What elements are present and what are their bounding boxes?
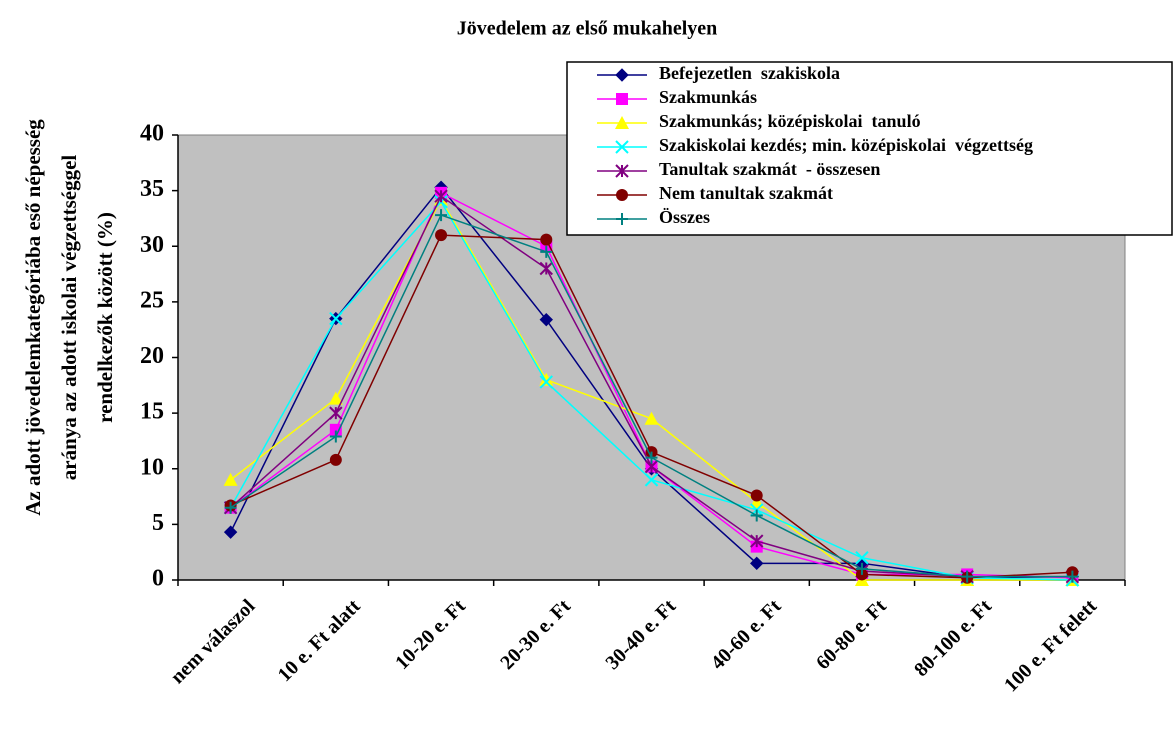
x-tick-label: nem válaszol bbox=[166, 595, 259, 688]
marker bbox=[540, 233, 553, 246]
marker bbox=[539, 375, 553, 389]
y-axis-title: aránya az adott iskolai végzettséggel bbox=[57, 155, 81, 481]
legend-marker bbox=[615, 164, 629, 178]
marker bbox=[329, 453, 342, 466]
marker bbox=[329, 311, 343, 326]
y-tick-label: 25 bbox=[140, 287, 164, 313]
marker bbox=[329, 406, 343, 420]
marker bbox=[539, 372, 554, 386]
marker bbox=[223, 472, 238, 486]
legend bbox=[566, 61, 1173, 236]
marker bbox=[539, 261, 553, 276]
marker bbox=[749, 495, 764, 509]
legend-marker bbox=[615, 116, 629, 129]
marker bbox=[855, 551, 869, 565]
legend-label: Nem tanultak szakmát bbox=[659, 183, 833, 203]
marker bbox=[434, 189, 448, 203]
legend-marker bbox=[615, 140, 629, 154]
marker bbox=[750, 534, 764, 548]
marker bbox=[540, 245, 553, 258]
legend-label: Szakiskolai kezdés; min. középiskolai vé… bbox=[659, 135, 1033, 155]
marker bbox=[750, 489, 763, 502]
x-tick-label: 40-60 e. Ft bbox=[707, 595, 786, 674]
marker bbox=[961, 570, 974, 583]
y-tick-label: 20 bbox=[140, 343, 164, 369]
marker bbox=[435, 209, 448, 222]
legend-marker bbox=[616, 189, 628, 201]
legend-marker bbox=[616, 93, 628, 105]
legend-label: Tanultak szakmát - összesen bbox=[659, 159, 880, 179]
marker bbox=[1066, 570, 1079, 583]
marker bbox=[855, 562, 868, 575]
legend-label: Összes bbox=[659, 207, 710, 227]
marker bbox=[645, 451, 658, 464]
chart-title: Jövedelem az első mukahelyen bbox=[457, 18, 718, 40]
marker bbox=[750, 556, 764, 571]
legend-marker bbox=[615, 68, 629, 82]
y-tick-label: 0 bbox=[152, 566, 164, 592]
x-tick-label: 20-30 e. Ft bbox=[496, 595, 575, 674]
legend-label: Befejezetlen szakiskola bbox=[659, 63, 840, 83]
marker bbox=[435, 229, 448, 242]
marker bbox=[223, 525, 238, 539]
y-tick-label: 15 bbox=[140, 399, 164, 425]
legend-label: Szakmunkás bbox=[659, 87, 757, 107]
y-axis-title: rendelkezők között (%) bbox=[93, 212, 117, 423]
legend-marker bbox=[616, 213, 628, 225]
y-tick-label: 40 bbox=[140, 121, 164, 147]
y-axis-title: Az adott jövedelemkategóriába eső népess… bbox=[21, 119, 45, 516]
marker bbox=[328, 391, 343, 405]
y-tick-label: 35 bbox=[140, 176, 164, 202]
x-tick-label: 30-40 e. Ft bbox=[601, 595, 680, 674]
marker bbox=[644, 473, 659, 487]
y-tick-label: 10 bbox=[140, 454, 164, 480]
x-tick-label: 10-20 e. Ft bbox=[391, 595, 470, 674]
x-tick-label: 10 e. Ft alatt bbox=[274, 595, 365, 686]
marker bbox=[224, 501, 237, 514]
marker bbox=[644, 411, 659, 425]
x-tick-label: 100 e. Ft felett bbox=[1000, 595, 1101, 696]
y-tick-label: 5 bbox=[152, 510, 164, 536]
y-tick-label: 30 bbox=[140, 232, 164, 258]
marker bbox=[750, 509, 763, 522]
x-tick-label: 80-100 e. Ft bbox=[910, 595, 996, 681]
legend-label: Szakmunkás; középiskolai tanuló bbox=[659, 111, 921, 131]
marker bbox=[329, 430, 342, 443]
x-tick-label: 60-80 e. Ft bbox=[812, 595, 891, 674]
marker bbox=[539, 312, 553, 327]
marker bbox=[329, 423, 342, 436]
